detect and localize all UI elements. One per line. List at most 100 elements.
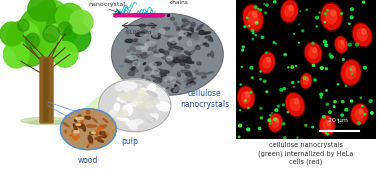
Ellipse shape bbox=[149, 63, 156, 68]
Ellipse shape bbox=[170, 18, 175, 20]
Ellipse shape bbox=[98, 139, 104, 142]
Ellipse shape bbox=[325, 44, 328, 46]
Ellipse shape bbox=[70, 10, 93, 34]
Ellipse shape bbox=[161, 74, 166, 77]
Ellipse shape bbox=[237, 86, 255, 110]
Ellipse shape bbox=[106, 133, 108, 135]
Ellipse shape bbox=[167, 42, 172, 47]
Ellipse shape bbox=[151, 115, 158, 120]
Ellipse shape bbox=[155, 49, 159, 55]
Ellipse shape bbox=[254, 6, 257, 8]
Ellipse shape bbox=[260, 79, 261, 80]
Ellipse shape bbox=[131, 96, 138, 102]
Ellipse shape bbox=[19, 7, 60, 54]
Ellipse shape bbox=[177, 55, 182, 57]
Ellipse shape bbox=[174, 22, 177, 25]
Ellipse shape bbox=[7, 20, 40, 54]
Ellipse shape bbox=[360, 97, 362, 98]
Ellipse shape bbox=[0, 22, 23, 46]
Ellipse shape bbox=[260, 9, 262, 11]
Ellipse shape bbox=[125, 39, 133, 43]
Ellipse shape bbox=[114, 103, 119, 111]
Ellipse shape bbox=[46, 7, 79, 44]
Ellipse shape bbox=[154, 62, 161, 65]
Ellipse shape bbox=[250, 92, 252, 93]
Ellipse shape bbox=[210, 38, 212, 42]
Ellipse shape bbox=[175, 85, 179, 89]
Ellipse shape bbox=[270, 114, 271, 116]
Ellipse shape bbox=[248, 107, 249, 108]
Ellipse shape bbox=[210, 38, 212, 41]
Ellipse shape bbox=[326, 90, 327, 91]
Ellipse shape bbox=[329, 111, 332, 113]
Ellipse shape bbox=[133, 41, 138, 45]
Ellipse shape bbox=[58, 22, 72, 36]
Ellipse shape bbox=[173, 49, 181, 52]
Ellipse shape bbox=[341, 114, 343, 116]
Ellipse shape bbox=[350, 103, 368, 125]
Ellipse shape bbox=[146, 91, 158, 97]
Ellipse shape bbox=[133, 94, 149, 101]
Ellipse shape bbox=[364, 114, 365, 115]
Ellipse shape bbox=[312, 64, 314, 66]
Polygon shape bbox=[114, 14, 165, 17]
Ellipse shape bbox=[208, 54, 211, 56]
Ellipse shape bbox=[337, 83, 339, 85]
Ellipse shape bbox=[144, 70, 149, 74]
Ellipse shape bbox=[63, 23, 91, 52]
Ellipse shape bbox=[131, 67, 135, 70]
Ellipse shape bbox=[331, 10, 336, 16]
Ellipse shape bbox=[370, 112, 373, 114]
Ellipse shape bbox=[126, 120, 143, 125]
Ellipse shape bbox=[283, 88, 285, 89]
Ellipse shape bbox=[135, 117, 146, 125]
Ellipse shape bbox=[351, 100, 353, 102]
Ellipse shape bbox=[145, 101, 160, 105]
Ellipse shape bbox=[128, 82, 136, 89]
Ellipse shape bbox=[160, 71, 169, 74]
Ellipse shape bbox=[154, 54, 164, 56]
Ellipse shape bbox=[369, 100, 372, 102]
Ellipse shape bbox=[244, 6, 262, 30]
Ellipse shape bbox=[319, 12, 320, 13]
Ellipse shape bbox=[122, 105, 133, 115]
Ellipse shape bbox=[143, 63, 146, 65]
Ellipse shape bbox=[288, 67, 289, 68]
Ellipse shape bbox=[138, 88, 149, 96]
Ellipse shape bbox=[162, 56, 166, 59]
Ellipse shape bbox=[34, 0, 68, 34]
Ellipse shape bbox=[131, 63, 134, 66]
Ellipse shape bbox=[341, 40, 344, 44]
Ellipse shape bbox=[324, 13, 326, 15]
Ellipse shape bbox=[148, 46, 153, 53]
Ellipse shape bbox=[247, 128, 250, 131]
Ellipse shape bbox=[145, 41, 155, 46]
Ellipse shape bbox=[249, 25, 250, 26]
Ellipse shape bbox=[128, 93, 137, 101]
Ellipse shape bbox=[197, 73, 205, 75]
Ellipse shape bbox=[297, 81, 299, 82]
Ellipse shape bbox=[95, 131, 98, 132]
Ellipse shape bbox=[147, 40, 149, 42]
Ellipse shape bbox=[259, 127, 261, 129]
Ellipse shape bbox=[89, 141, 93, 144]
Ellipse shape bbox=[177, 56, 179, 60]
Ellipse shape bbox=[316, 26, 317, 27]
Ellipse shape bbox=[128, 72, 135, 76]
Ellipse shape bbox=[133, 97, 143, 105]
Ellipse shape bbox=[158, 33, 161, 37]
Ellipse shape bbox=[159, 76, 166, 81]
Ellipse shape bbox=[124, 86, 137, 95]
Ellipse shape bbox=[266, 91, 268, 93]
Ellipse shape bbox=[350, 69, 352, 70]
Ellipse shape bbox=[56, 3, 84, 31]
Ellipse shape bbox=[326, 10, 337, 24]
Ellipse shape bbox=[342, 58, 344, 60]
Ellipse shape bbox=[186, 80, 195, 84]
Ellipse shape bbox=[119, 93, 130, 99]
Ellipse shape bbox=[166, 27, 170, 29]
Ellipse shape bbox=[260, 53, 274, 72]
Ellipse shape bbox=[139, 24, 146, 27]
Ellipse shape bbox=[125, 61, 133, 63]
Ellipse shape bbox=[261, 36, 263, 38]
